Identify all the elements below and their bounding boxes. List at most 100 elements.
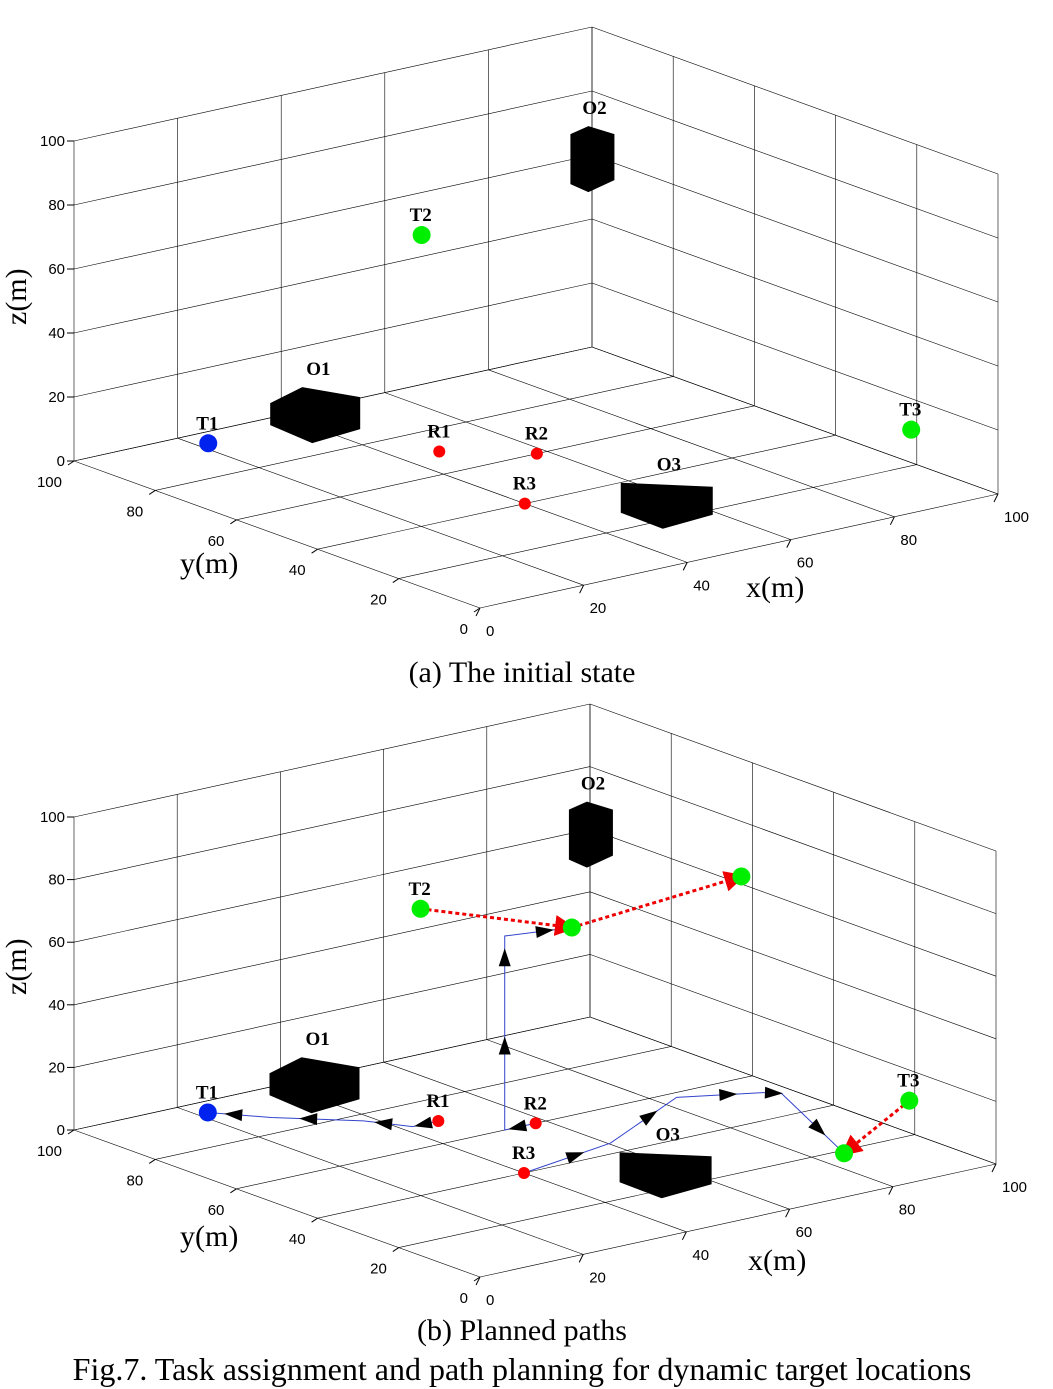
z-tick-label: 60	[48, 261, 65, 278]
x-tick-label: 60	[796, 1224, 813, 1241]
x-tick-label: 80	[899, 1202, 916, 1219]
x-tick-label: 20	[590, 600, 607, 617]
x-tick-label: 80	[900, 532, 917, 549]
y-tick	[473, 1276, 481, 1282]
obstacle-label: O3	[657, 455, 681, 476]
point-label: R3	[513, 474, 536, 495]
grid-line-floor-x	[488, 369, 895, 518]
obstacle-o3	[619, 1152, 712, 1199]
obstacle-label: O2	[581, 774, 605, 795]
y-axis-label: y(m)	[180, 1220, 238, 1253]
point-label: R2	[524, 1093, 547, 1114]
grid-line-wall-x-horizontal	[591, 282, 999, 431]
grid-line-floor-x	[383, 1061, 790, 1210]
target-new-position	[835, 1144, 854, 1163]
panel-a-title: (a) The initial state	[409, 656, 636, 689]
x-tick	[475, 1276, 481, 1286]
grid-line-floor-y	[155, 376, 674, 491]
x-tick	[579, 584, 585, 594]
panel-initial-state: O1 O2 O3 T1 T2 T3 R1 R2 R3 0 20 40 60 80 100 0 20 40 60 8…	[0, 26, 1029, 689]
point-label: T2	[410, 205, 432, 226]
grid-line-wall-x-horizontal	[591, 346, 999, 495]
path-r1	[207, 1111, 439, 1128]
y-tick	[392, 578, 400, 584]
grid-line-wall-x-horizontal	[589, 766, 997, 914]
figure-caption: Fig.7. Task assignment and path planning…	[73, 1351, 972, 1387]
point-r3	[518, 497, 531, 510]
grid-line-wall-y-horizontal	[73, 891, 591, 1006]
x-tick-label: 100	[1002, 1179, 1027, 1196]
panel-planned-paths: O1 O2 O3 T1 T2 T3 R1 R2 R3 0 20 40 60 80 100 0 20 40 60 8…	[0, 703, 1027, 1347]
point-label: T3	[897, 1071, 919, 1092]
point-t2	[412, 226, 431, 245]
grid-line-floor-x	[384, 392, 791, 540]
z-tick-label: 20	[48, 1059, 65, 1076]
grid-line-wall-y-horizontal	[73, 90, 593, 206]
grid-line-wall-y-horizontal	[73, 154, 593, 270]
path-arrow	[299, 1113, 318, 1126]
grid-line-wall-y-horizontal	[73, 282, 593, 398]
grid-line-wall-x-horizontal	[589, 828, 997, 977]
point-label: T3	[899, 400, 921, 421]
target-move-t2	[571, 871, 746, 929]
obstacle-label: O1	[306, 1029, 330, 1050]
z-tick-label: 60	[48, 934, 65, 951]
grid-line-floor-y	[155, 1046, 672, 1160]
path-arrow	[498, 1036, 511, 1055]
point-r2	[530, 447, 543, 460]
point-t2	[411, 899, 430, 918]
x-axis-label: x(m)	[746, 571, 804, 604]
y-tick	[230, 519, 237, 525]
z-tick-label: 100	[40, 809, 65, 826]
grid-line-floor-x	[177, 437, 584, 586]
y-tick	[67, 1129, 75, 1135]
x-axis-label: x(m)	[748, 1244, 806, 1277]
grid-line-wall-x-horizontal	[591, 26, 999, 175]
path-arrow	[224, 1109, 243, 1122]
grid-line-floor-x	[280, 1084, 687, 1233]
target-move-t3	[840, 1099, 911, 1156]
y-tick-label: 40	[289, 562, 306, 579]
grid-line-wall-x-horizontal	[591, 154, 999, 303]
z-tick-label: 0	[57, 453, 65, 470]
point-label: R1	[426, 1091, 449, 1112]
y-tick	[311, 1217, 318, 1223]
x-tick	[785, 1208, 791, 1218]
point-t3	[900, 1091, 919, 1110]
z-axis-label: z(m)	[0, 268, 33, 325]
path-arrow	[565, 1152, 585, 1164]
point-label: T1	[196, 413, 218, 434]
x-tick	[682, 562, 688, 571]
x-tick-label: 0	[486, 623, 494, 640]
obstacle-label: O3	[656, 1124, 680, 1145]
grid-line-floor-y	[317, 1104, 834, 1219]
point-label: R2	[525, 424, 548, 445]
grid-line-floor-x	[73, 1129, 481, 1278]
y-tick-label: 100	[37, 474, 62, 491]
grid-line-wall-y-horizontal	[73, 218, 593, 334]
z-tick-label: 80	[48, 197, 65, 214]
x-tick-label: 100	[1004, 509, 1029, 526]
x-tick	[681, 1231, 687, 1241]
grid-line-floor-y	[479, 1163, 997, 1278]
x-tick-label: 60	[797, 555, 814, 572]
path-arrow	[414, 1116, 433, 1129]
z-tick-label: 80	[48, 872, 65, 889]
obstacle-label: O1	[306, 359, 330, 380]
y-tick-label: 0	[460, 1290, 468, 1307]
z-tick-label: 100	[40, 133, 65, 150]
x-tick	[578, 1254, 584, 1263]
grid-line-wall-x-horizontal	[589, 954, 997, 1102]
point-r1	[432, 1114, 445, 1127]
path-arrow	[808, 1118, 826, 1136]
x-tick-label: 40	[692, 1247, 709, 1264]
point-t1	[198, 1103, 217, 1122]
y-tick-label: 0	[460, 621, 468, 638]
y-tick-label: 20	[370, 1261, 387, 1278]
grid-line-floor-y	[236, 405, 755, 521]
y-tick	[67, 460, 75, 466]
y-tick	[392, 1247, 400, 1253]
grid-line-wall-y-horizontal	[73, 828, 591, 943]
obstacle-o2	[570, 126, 615, 193]
grid-line-wall-x-horizontal	[591, 90, 999, 239]
